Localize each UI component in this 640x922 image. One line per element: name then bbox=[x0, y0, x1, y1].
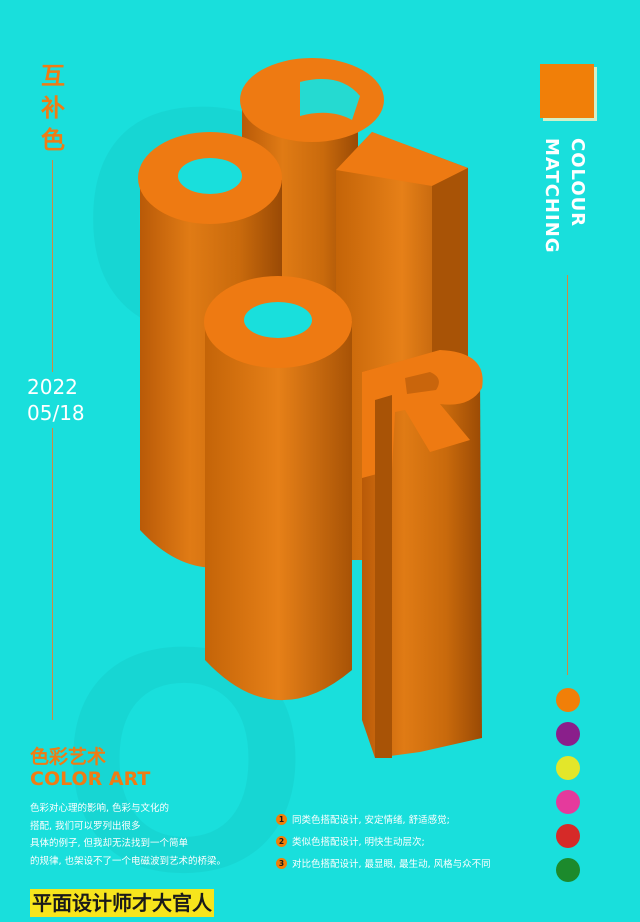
description-line: 搭配, 我们可以罗列出很多 bbox=[30, 820, 141, 832]
list-item: 3 对比色搭配设计, 最显眼, 最生动, 风格与众不同 bbox=[276, 852, 491, 874]
left-divider-line bbox=[52, 160, 53, 720]
list-item-text: 类似色搭配设计, 明快生动层次; bbox=[292, 837, 425, 848]
color-palette bbox=[556, 688, 580, 892]
numbered-list: 1 同类色搭配设计, 安定情绪, 舒适感觉; 2 类似色搭配设计, 明快生动层次… bbox=[276, 808, 491, 874]
description-line: 具体的例子, 但我却无法找到一个简单 bbox=[30, 838, 189, 849]
palette-color-dot bbox=[556, 858, 580, 882]
list-item: 2 类似色搭配设计, 明快生动层次; bbox=[276, 830, 491, 852]
subtitle-english: COLOR ART bbox=[30, 768, 151, 790]
description-line: 色彩对心理的影响, 色彩与文化的 bbox=[30, 803, 170, 814]
list-item-text: 对比色搭配设计, 最显眼, 最生动, 风格与众不同 bbox=[292, 859, 491, 870]
palette-color-dot bbox=[556, 756, 580, 780]
description-line: 的规律, 也架设不了一个电磁波到艺术的桥梁。 bbox=[30, 855, 227, 867]
palette-color-dot bbox=[556, 688, 580, 712]
colour-matching-vertical-text: COLOUR MATCHING bbox=[538, 138, 590, 254]
date-month-day: 05/18 bbox=[27, 401, 85, 425]
vertical-title-char: 补 bbox=[41, 94, 65, 122]
description: 色彩对心理的影响, 色彩与文化的 搭配, 我们可以罗列出很多 具体的例子, 但我… bbox=[30, 800, 270, 870]
list-number-badge: 2 bbox=[276, 835, 287, 847]
palette-color-dot bbox=[556, 722, 580, 746]
orange-color-square bbox=[540, 64, 594, 118]
vertical-text-matching: MATCHING bbox=[541, 138, 562, 254]
palette-color-dot bbox=[556, 790, 580, 814]
subtitle-chinese: 色彩艺术 bbox=[30, 746, 107, 768]
letter-r-block bbox=[362, 350, 483, 758]
vertical-title: 互 补 色 bbox=[38, 60, 68, 156]
letter-o-block-front bbox=[204, 276, 352, 701]
list-item: 1 同类色搭配设计, 安定情绪, 舒适感觉; bbox=[276, 808, 491, 830]
list-item-text: 同类色搭配设计, 安定情绪, 舒适感觉; bbox=[292, 815, 450, 826]
vertical-title-char: 互 bbox=[41, 62, 65, 90]
right-divider-line bbox=[567, 275, 568, 675]
palette-color-dot bbox=[556, 824, 580, 848]
date-year: 2022 bbox=[27, 375, 78, 399]
list-number-badge: 1 bbox=[276, 813, 287, 825]
footer-credit: 平面设计师才大官人 bbox=[30, 889, 214, 917]
vertical-text-colour: COLOUR bbox=[567, 138, 588, 228]
list-number-badge: 3 bbox=[276, 857, 287, 869]
date: 2022 05/18 bbox=[27, 372, 85, 428]
vertical-title-char: 色 bbox=[41, 126, 65, 154]
